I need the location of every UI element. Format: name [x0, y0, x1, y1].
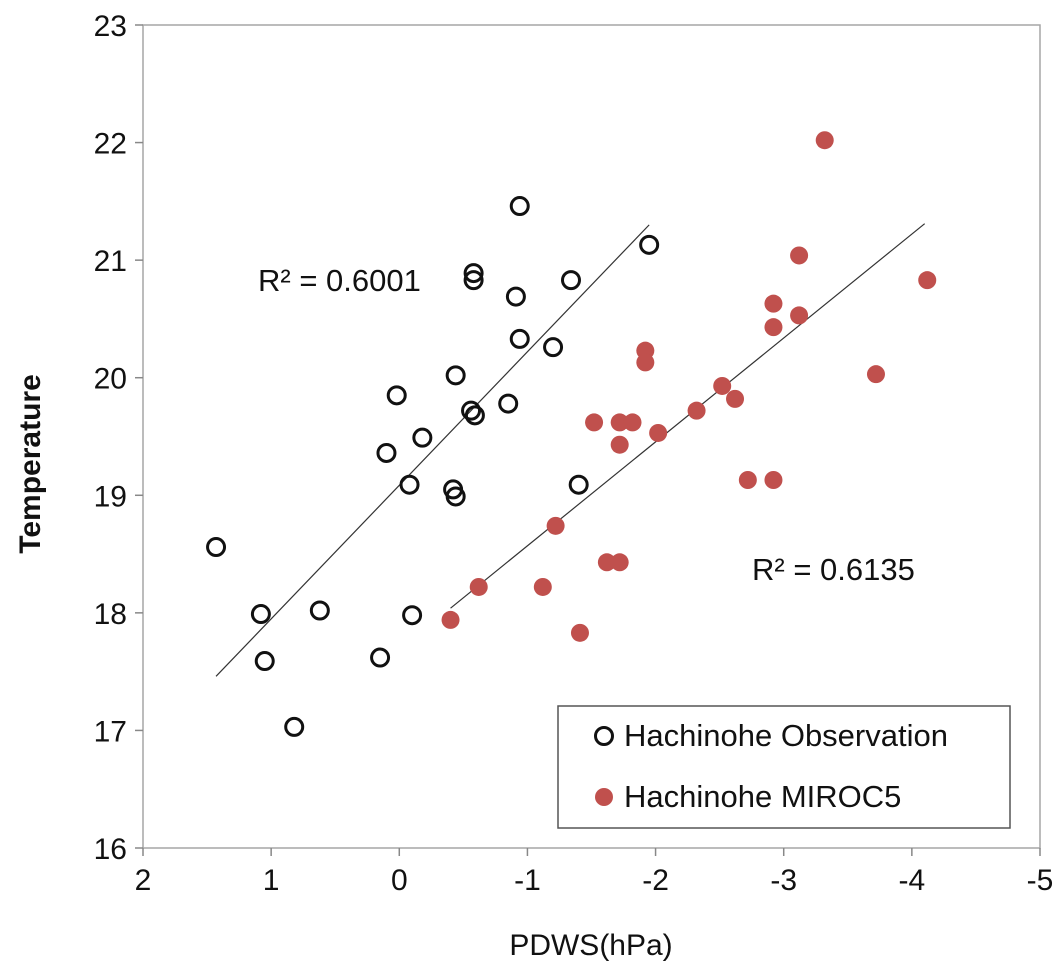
miroc5-point: [597, 553, 616, 572]
y-tick-label: 18: [94, 598, 127, 631]
miroc5-point: [469, 577, 488, 596]
observation-point: [399, 474, 420, 495]
miroc5-point: [790, 306, 809, 325]
legend-label-miroc5: Hachinohe MIROC5: [624, 779, 901, 814]
x-tick-label: -3: [770, 864, 797, 897]
observation-point: [639, 234, 660, 255]
miroc5-point: [764, 294, 783, 313]
observation-point: [254, 651, 275, 672]
x-axis-ticks: 2 1 0 -1 -2 -3 -4 -5: [135, 848, 1054, 897]
y-tick-label: 22: [94, 128, 127, 161]
observation-point: [412, 427, 433, 448]
observation-point: [560, 270, 581, 291]
legend-marker-miroc5: [595, 788, 613, 806]
x-tick-label: -4: [899, 864, 926, 897]
miroc5-point: [687, 401, 706, 420]
miroc5-point: [815, 131, 834, 150]
miroc5-point: [764, 318, 783, 337]
y-tick-label: 21: [94, 245, 127, 278]
miroc5-point: [726, 389, 745, 408]
observation-point: [376, 442, 397, 463]
r-squared-miroc5: R² = 0.6135: [752, 552, 915, 587]
legend-label-observation: Hachinohe Observation: [624, 718, 948, 753]
miroc5-point: [610, 553, 629, 572]
observation-point: [402, 605, 423, 626]
miroc5-point: [918, 271, 937, 290]
miroc5-point: [610, 413, 629, 432]
y-axis-title: Temperature: [14, 374, 47, 554]
y-tick-label: 20: [94, 363, 127, 396]
x-tick-label: -2: [642, 864, 669, 897]
miroc5-point: [713, 376, 732, 395]
x-tick-label: -1: [514, 864, 541, 897]
observation-point: [463, 263, 484, 284]
miroc5-point: [546, 516, 565, 535]
miroc5-point: [585, 413, 604, 432]
observation-point: [463, 270, 484, 291]
trendline-miroc5: [450, 223, 926, 609]
observation-point: [370, 647, 391, 668]
x-axis-title: PDWS(hPa): [509, 929, 672, 962]
observation-point: [284, 716, 305, 737]
legend-box: [557, 705, 1011, 829]
observation-point: [445, 486, 466, 507]
observation-point: [543, 337, 564, 358]
trendline-observation: [215, 224, 650, 677]
legend-marker-observation: [594, 726, 614, 746]
miroc5-point: [764, 471, 783, 490]
miroc5-point: [610, 435, 629, 454]
observation-point: [509, 328, 530, 349]
miroc5-point: [570, 623, 589, 642]
trendlines: [215, 223, 926, 677]
y-tick-label: 23: [94, 10, 127, 43]
observation-point: [309, 600, 330, 621]
y-tick-label: 17: [94, 715, 127, 748]
miroc5-point: [623, 413, 642, 432]
miroc5-point: [866, 365, 885, 384]
observation-point: [386, 385, 407, 406]
miroc5-point: [636, 353, 655, 372]
observation-point: [206, 537, 227, 558]
x-tick-label: 0: [391, 864, 408, 897]
r-squared-observation: R² = 0.6001: [258, 263, 421, 298]
x-tick-label: 1: [263, 864, 280, 897]
x-tick-label: 2: [135, 864, 152, 897]
miroc5-point: [649, 423, 668, 442]
observation-point: [568, 474, 589, 495]
legend: Hachinohe Observation Hachinohe MIROC5: [557, 705, 1011, 829]
y-tick-label: 16: [94, 833, 127, 866]
miroc5-point: [738, 471, 757, 490]
data-points: [206, 131, 937, 737]
x-tick-label: -5: [1027, 864, 1054, 897]
miroc5-point: [533, 577, 552, 596]
observation-point: [464, 405, 485, 426]
miroc5-point: [790, 246, 809, 265]
miroc5-point: [441, 610, 460, 629]
observation-point: [250, 604, 271, 625]
observation-point: [505, 286, 526, 307]
observation-point: [445, 365, 466, 386]
y-tick-label: 19: [94, 480, 127, 513]
observation-point: [498, 393, 519, 414]
observation-point: [509, 196, 530, 217]
observation-point: [461, 400, 482, 421]
y-axis-ticks: 16 17 18 19 20 21 22 23: [94, 10, 143, 866]
